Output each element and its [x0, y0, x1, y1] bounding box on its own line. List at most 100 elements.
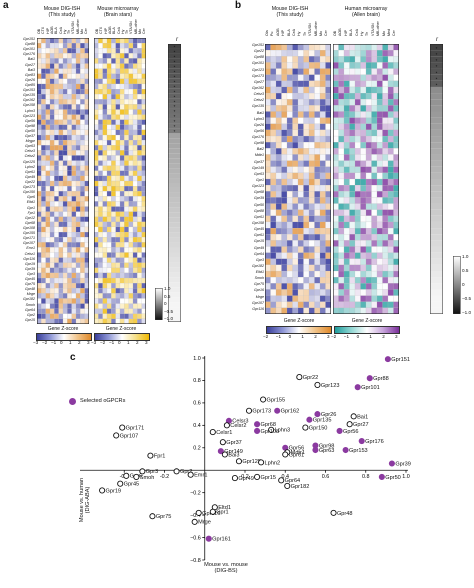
- point-label: Gpr101: [361, 385, 380, 391]
- heatmap-cell: [41, 134, 46, 141]
- heatmap-cell: [45, 53, 51, 59]
- heatmap-cell: [58, 83, 64, 90]
- heatmap-cell: [382, 197, 389, 204]
- heatmap-cell: [62, 191, 68, 197]
- heatmap-cell: [308, 44, 315, 51]
- correlation-cell: [430, 111, 443, 118]
- heatmap-cell: [37, 303, 42, 309]
- heatmap-cell: [45, 252, 51, 258]
- heatmap-cell: [102, 308, 108, 314]
- heatmap-cell: [314, 215, 321, 223]
- heatmap-cell: [37, 94, 42, 100]
- heatmap-cell: [80, 180, 85, 187]
- heatmap-cell: [338, 99, 345, 106]
- heatmap-cell: [303, 62, 310, 69]
- heatmap-cell: [365, 289, 372, 296]
- heatmap-cell: [111, 38, 116, 44]
- heatmap-cell: [141, 99, 146, 105]
- heatmap-cell: [49, 180, 55, 187]
- heatmap-cell: [94, 206, 99, 212]
- heatmap-cell: [41, 216, 46, 222]
- heatmap-cell: [80, 303, 85, 309]
- heatmap-cell: [314, 264, 321, 272]
- heatmap-cell: [303, 228, 310, 235]
- colorbar-tick: 0: [288, 334, 292, 339]
- heatmap-cell: [360, 234, 367, 241]
- heatmap-cell: [270, 264, 277, 272]
- heatmap-cell: [393, 142, 399, 149]
- heatmap-cell: [265, 283, 271, 290]
- heatmap-cell: [303, 172, 310, 180]
- heatmap-cell: [349, 148, 356, 155]
- heatmap-cell: [303, 135, 310, 143]
- heatmap-cell: [360, 215, 367, 223]
- heatmap-cell: [333, 277, 339, 284]
- heatmap-cell: [333, 307, 339, 314]
- heatmap-cell: [124, 298, 129, 304]
- heatmap-cell: [338, 148, 345, 155]
- heatmap-cell: [132, 221, 138, 228]
- heatmap-cell: [387, 301, 394, 308]
- heatmap-cell: [98, 201, 103, 207]
- heatmap-cell: [360, 142, 367, 149]
- point-label: Gpr107: [120, 433, 139, 439]
- column-label: Cer: [392, 30, 397, 36]
- heatmap-cell: [308, 62, 315, 69]
- heatmap-cell: [393, 252, 399, 259]
- heatmap-cell: [75, 134, 81, 141]
- heatmap-cell: [297, 203, 304, 210]
- heatmap-cell: [319, 307, 326, 314]
- heatmap-cell: [141, 226, 146, 233]
- heatmap-cell: [360, 264, 367, 272]
- heatmap-cell: [62, 145, 68, 151]
- heatmap-cell: [106, 257, 112, 263]
- heatmap-cell: [37, 298, 42, 304]
- heatmap-cell: [62, 288, 68, 294]
- heatmap-cell: [265, 111, 271, 118]
- gene-label: Gpr22: [25, 180, 35, 184]
- heatmap-cell: [111, 88, 116, 95]
- heatmap-cell: [387, 166, 394, 173]
- heatmap-cell: [303, 270, 310, 278]
- heatmap-cell: [376, 209, 383, 216]
- heatmap-cell: [141, 160, 146, 166]
- heatmap-cell: [319, 117, 326, 124]
- heatmap-cell: [319, 123, 326, 130]
- heatmap-cell: [343, 240, 350, 247]
- heatmap-cell: [303, 80, 310, 88]
- heatmap-cell: [54, 94, 59, 100]
- heatmap-cell: [80, 68, 85, 74]
- heatmap-cell: [141, 73, 146, 79]
- heatmap-cell: [54, 78, 59, 85]
- heatmap-cell: [382, 277, 389, 284]
- heatmap-cell: [41, 180, 46, 187]
- correlation-cell: [430, 234, 443, 241]
- heatmap-cell: [141, 140, 146, 146]
- heatmap-cell: [80, 191, 85, 197]
- heatmap-cell: [281, 123, 288, 130]
- heatmap-cell: [75, 155, 81, 161]
- data-point: [260, 396, 267, 403]
- heatmap-cell: [94, 226, 99, 233]
- heatmap-cell: [292, 191, 299, 198]
- correlation-cell: [168, 153, 181, 159]
- heatmap-cell: [62, 58, 68, 64]
- heatmap-cell: [141, 201, 146, 207]
- heatmap-cell: [365, 44, 372, 51]
- heatmap-cell: [124, 288, 129, 294]
- heatmap-cell: [41, 140, 46, 146]
- heatmap-cell: [292, 307, 299, 314]
- heatmap-cell: [98, 277, 103, 284]
- heatmap-cell: [354, 301, 361, 308]
- heatmap-cell: [286, 99, 293, 106]
- heatmap-cell: [75, 272, 81, 279]
- heatmap-cell: [319, 295, 326, 302]
- heatmap-cell: [71, 99, 77, 105]
- point-label: Gpr98: [319, 443, 335, 449]
- data-point: [278, 477, 285, 484]
- heatmap-cell: [106, 298, 112, 304]
- heatmap-cell: [58, 288, 64, 294]
- heatmap-cell: [360, 246, 367, 253]
- heatmap-cell: [106, 58, 112, 64]
- correlation-cell: [168, 217, 181, 223]
